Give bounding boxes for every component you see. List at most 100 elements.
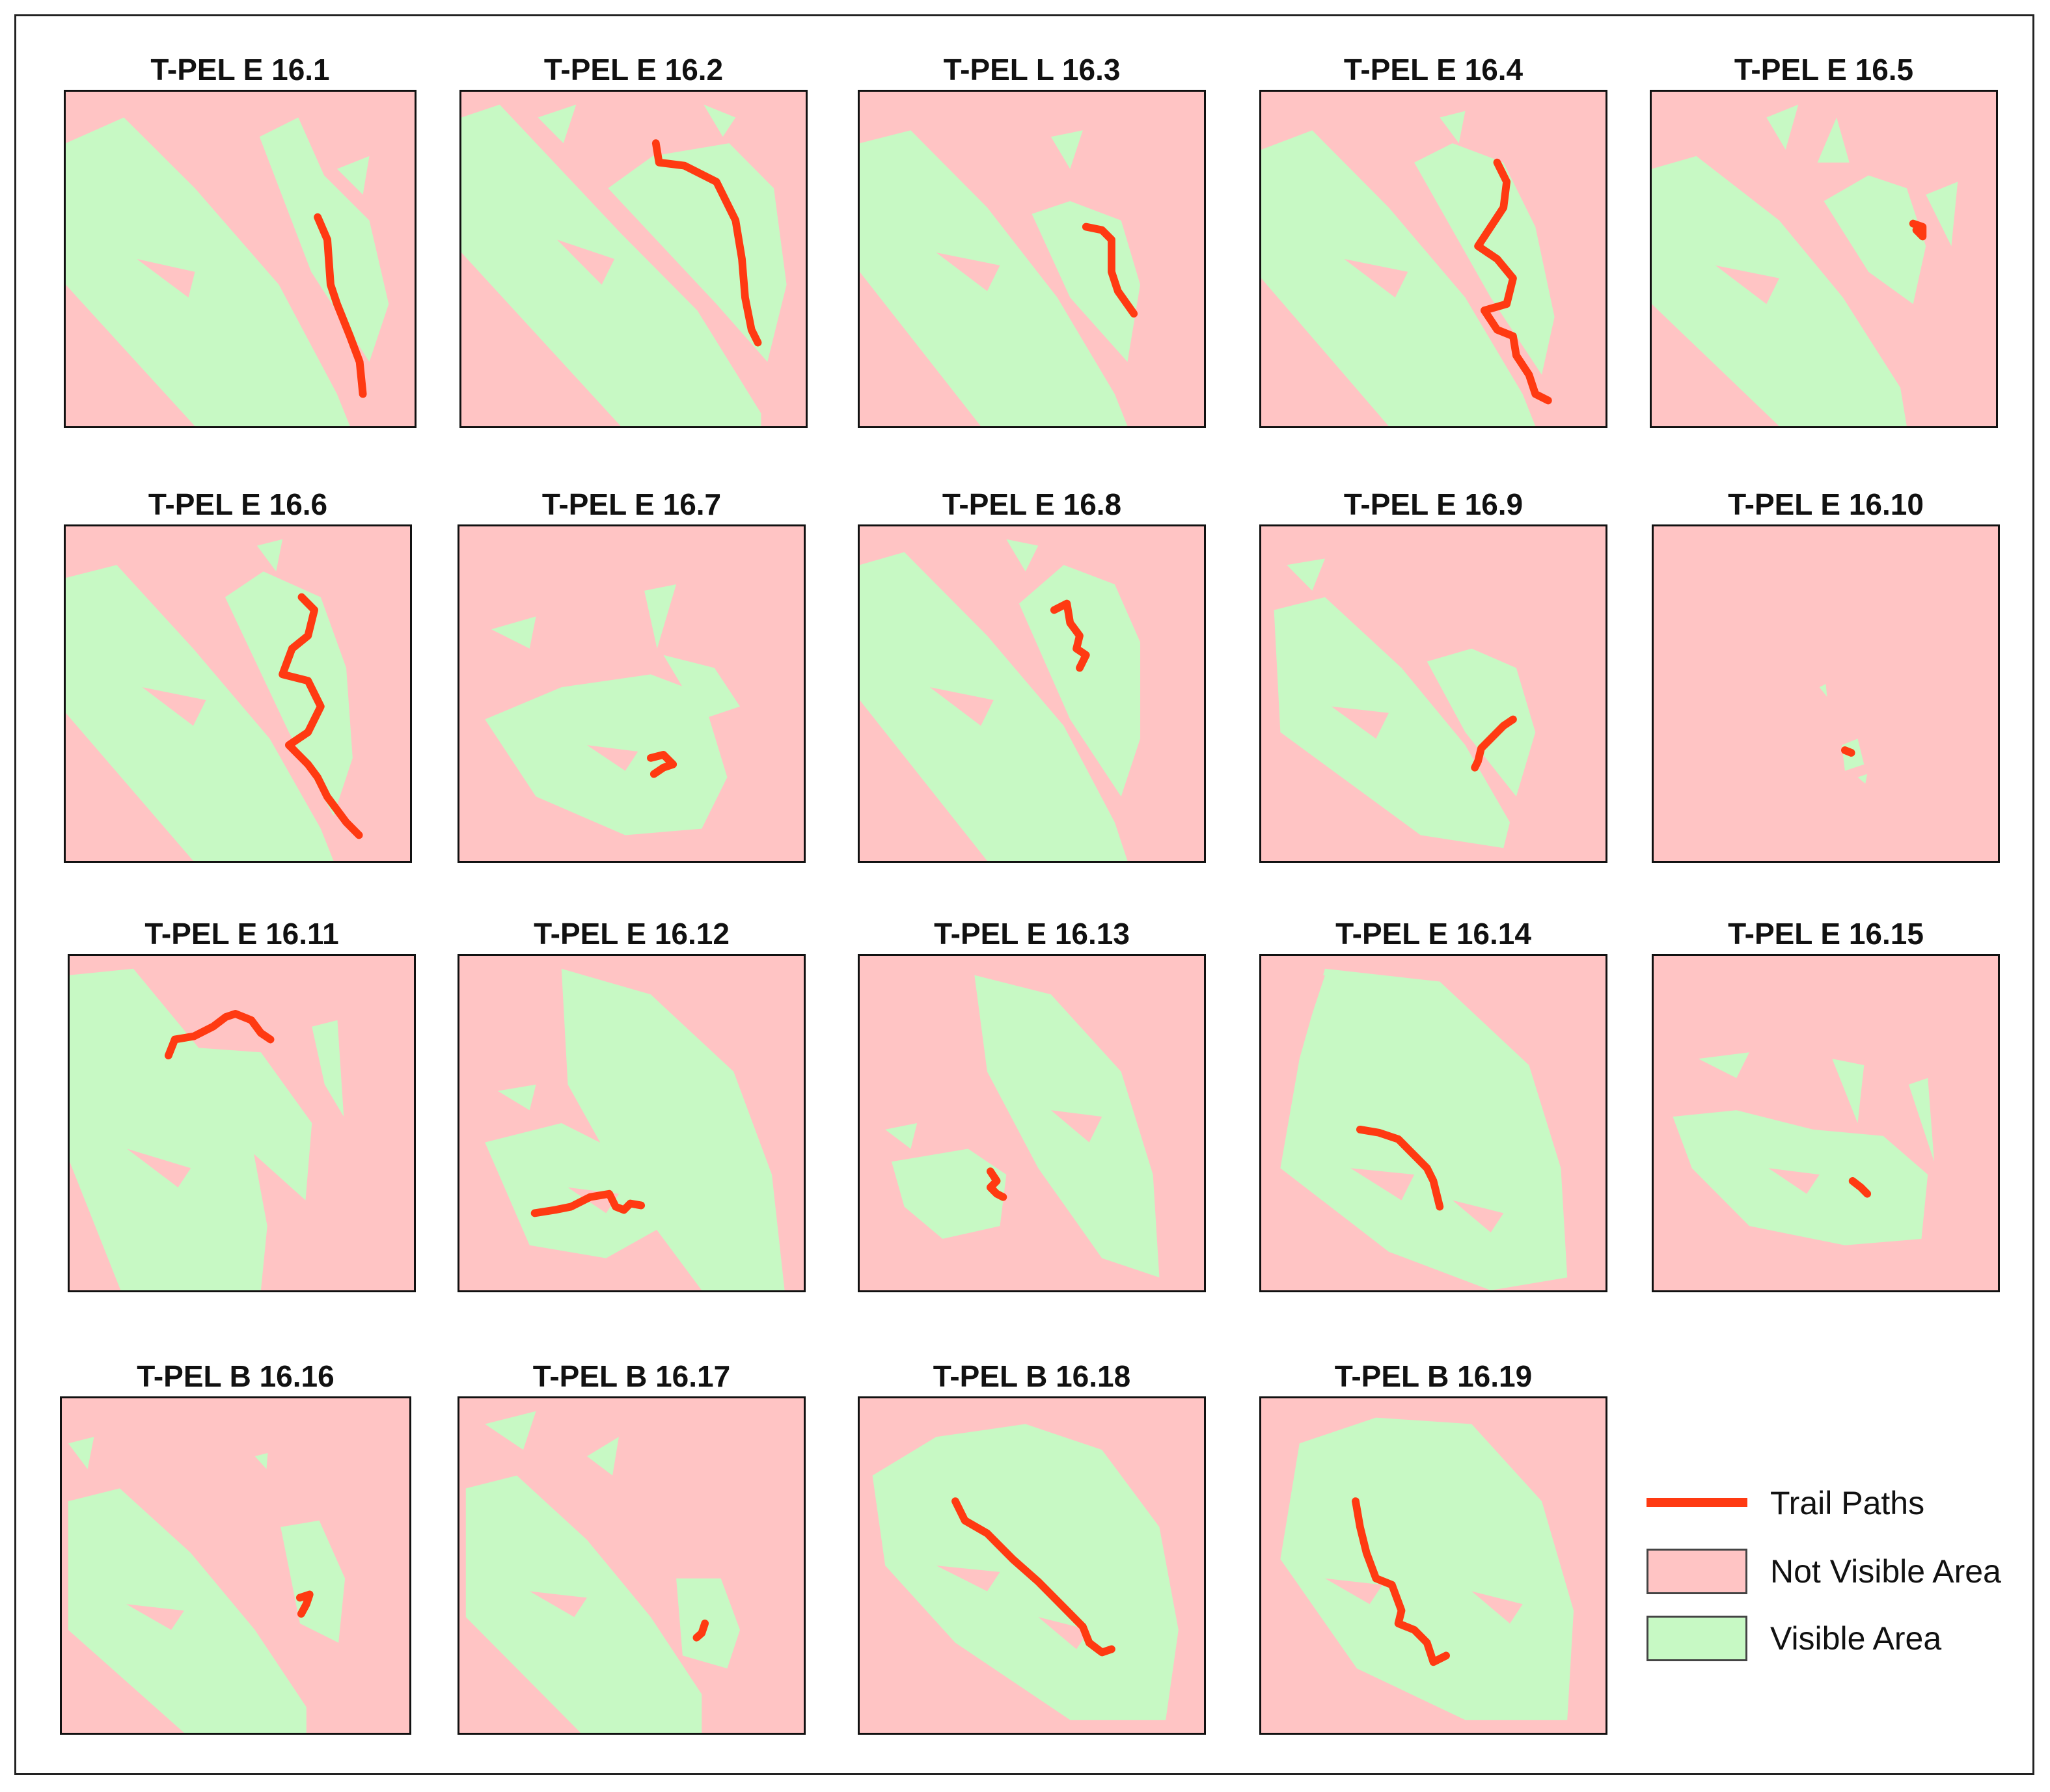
visible-area xyxy=(68,1488,307,1733)
panel-title: T-PEL E 16.15 xyxy=(1728,917,1924,951)
legend: Trail Paths Not Visible Area Visible Are… xyxy=(1647,1477,2030,1672)
panel-16-17: T-PEL B 16.17 xyxy=(458,1360,806,1736)
panel-16-2: T-PEL E 16.2 xyxy=(459,53,808,429)
panel-title: T-PEL B 16.16 xyxy=(137,1359,335,1393)
trail-path xyxy=(279,593,363,839)
not-visible-area xyxy=(1350,1168,1415,1201)
visible-area xyxy=(1274,597,1510,848)
visible-area xyxy=(1817,117,1850,163)
visible-area xyxy=(485,1411,536,1450)
legend-label-trail: Trail Paths xyxy=(1770,1485,1925,1521)
not-visible-area xyxy=(936,252,1000,292)
visible-area xyxy=(68,1437,94,1469)
panel-title: T-PEL E 16.5 xyxy=(1734,53,1914,87)
trail-path xyxy=(1050,599,1090,672)
viewshed-map xyxy=(858,524,1206,863)
visible-swatch xyxy=(1647,1616,1747,1661)
panel-16-16: T-PEL B 16.16 xyxy=(60,1360,411,1736)
not-visible-area xyxy=(1050,1110,1102,1143)
trail-path xyxy=(530,1189,646,1217)
legend-item-visible: Visible Area xyxy=(1647,1612,2030,1664)
visible-area xyxy=(538,104,577,144)
visible-area xyxy=(1824,175,1926,305)
trail-path xyxy=(651,139,762,347)
visible-area xyxy=(312,1020,344,1117)
panel-title: T-PEL E 16.11 xyxy=(144,917,339,951)
not-visible-area xyxy=(142,687,206,726)
visible-area xyxy=(1832,1059,1865,1123)
viewshed-map xyxy=(858,90,1206,428)
legend-item-trail: Trail Paths xyxy=(1647,1477,2030,1529)
visible-area xyxy=(1908,1078,1935,1162)
panel-16-13: T-PEL E 16.13 xyxy=(858,917,1206,1295)
panel-title: T-PEL B 16.18 xyxy=(933,1359,1131,1393)
visible-area xyxy=(336,156,370,195)
not-visible-area xyxy=(1038,1617,1089,1649)
panel-16-7: T-PEL E 16.7 xyxy=(458,488,806,865)
viewshed-map xyxy=(1259,524,1607,863)
not-visible-area xyxy=(936,1566,1000,1592)
trail-path xyxy=(164,1010,275,1060)
trail-path xyxy=(692,1620,709,1642)
visible-area xyxy=(974,975,1160,1278)
visible-area xyxy=(1440,111,1466,144)
not-visible-area xyxy=(1344,259,1408,298)
not-visible-area xyxy=(1715,265,1779,305)
panel-16-12: T-PEL E 16.12 xyxy=(458,917,806,1295)
panel-title: T-PEL E 16.8 xyxy=(942,487,1122,521)
visible-area xyxy=(280,1520,346,1643)
trail-path xyxy=(295,1590,314,1618)
visible-area xyxy=(104,169,156,202)
panel-16-6: T-PEL E 16.6 xyxy=(64,488,412,865)
visible-area xyxy=(1280,968,1568,1290)
trail-path xyxy=(314,213,367,398)
legend-label-visible: Visible Area xyxy=(1770,1620,1942,1657)
viewshed-map xyxy=(459,90,808,428)
visible-area xyxy=(1819,684,1827,697)
visible-area xyxy=(256,539,283,572)
visible-area xyxy=(254,1453,268,1469)
viewshed-map xyxy=(1259,1396,1607,1735)
trail-path xyxy=(1356,1125,1444,1211)
not-visible-area xyxy=(1324,1578,1383,1605)
not-visible-area xyxy=(127,1148,191,1188)
panel-16-5: T-PEL E 16.5 xyxy=(1650,53,1998,431)
viewshed-map xyxy=(60,1396,411,1735)
trail-path xyxy=(647,750,677,778)
visible-area xyxy=(171,1046,312,1201)
trail-path xyxy=(951,1497,1115,1657)
visible-area xyxy=(497,1084,536,1111)
panel-title: T-PEL E 16.1 xyxy=(150,53,330,87)
panel-16-15: T-PEL E 16.15 xyxy=(1652,917,2000,1295)
viewshed-map xyxy=(458,524,806,863)
visible-area xyxy=(663,655,741,720)
trail-path xyxy=(1352,1497,1450,1666)
trail-path xyxy=(986,1167,1007,1201)
panel-16-3: T-PEL L 16.3 xyxy=(858,53,1206,431)
viewshed-map xyxy=(458,954,806,1292)
panel-16-4: T-PEL E 16.4 xyxy=(1259,53,1607,429)
viewshed-map xyxy=(1652,524,2000,863)
viewshed-map xyxy=(1259,90,1607,428)
visible-area xyxy=(1698,1052,1749,1078)
panel-16-10: T-PEL E 16.10 xyxy=(1652,488,2000,865)
viewshed-map xyxy=(858,1396,1206,1735)
viewshed-map xyxy=(458,1396,806,1735)
panel-title: T-PEL E 16.2 xyxy=(543,53,724,87)
visible-area xyxy=(1006,539,1039,572)
trail-line-swatch xyxy=(1647,1498,1747,1507)
not-visible-area xyxy=(929,687,994,726)
viewshed-map xyxy=(858,954,1206,1292)
figure-frame xyxy=(14,14,2034,1775)
visible-area xyxy=(1414,143,1555,375)
visible-area xyxy=(225,571,353,816)
visible-area xyxy=(1652,156,1907,426)
panel-title: T-PEL B 16.17 xyxy=(532,1359,731,1393)
not-visible-area xyxy=(586,745,638,771)
legend-item-not-visible: Not Visible Area xyxy=(1647,1545,2030,1597)
not-visible-area xyxy=(1261,975,1325,1085)
visible-area xyxy=(491,616,536,649)
panel-title: T-PEL E 16.9 xyxy=(1343,487,1524,521)
panel-16-9: T-PEL E 16.9 xyxy=(1259,488,1607,865)
panel-title: T-PEL E 16.6 xyxy=(148,487,328,521)
